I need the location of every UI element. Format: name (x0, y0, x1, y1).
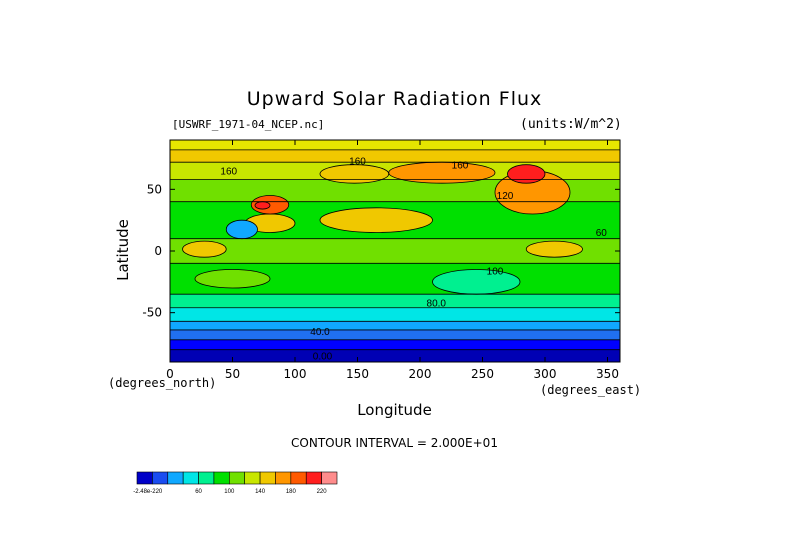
heatmap-patch (388, 161, 496, 184)
heatmap-patch (507, 164, 546, 184)
x-tick-label: 250 (471, 367, 494, 381)
contour-interval-text: CONTOUR INTERVAL = 2.000E+01 (291, 436, 498, 450)
colorbar-swatch (198, 471, 215, 485)
heatmap-band (170, 140, 620, 150)
x-tick-label: 200 (409, 367, 432, 381)
heatmap-band (170, 349, 620, 362)
heatmap-patch (225, 219, 258, 240)
colorbar-swatch (152, 471, 169, 485)
y-tick-label: -50 (142, 306, 162, 320)
contour-label: 120 (497, 191, 514, 202)
units-label: (units:W/m^2) (520, 117, 622, 132)
colorbar-swatch (136, 471, 153, 485)
colorbar-swatch (321, 471, 338, 485)
contour-label: 160 (349, 157, 366, 168)
source-file-label: [USWRF_1971-04_NCEP.nc] (172, 118, 325, 131)
y-axis-units: (degrees_north) (108, 376, 217, 390)
x-tick-label: 300 (534, 367, 557, 381)
x-tick-label: 350 (596, 367, 619, 381)
x-tick-label: 100 (284, 367, 307, 381)
y-tick-label: 50 (147, 182, 162, 196)
x-tick-label: 150 (346, 367, 369, 381)
colorbar-swatch (229, 471, 245, 485)
heatmap-band (170, 321, 620, 330)
colorbar-swatch (244, 471, 261, 485)
colorbar-swatch (290, 471, 307, 485)
colorbar-swatch (275, 471, 292, 485)
heatmap-patch (182, 240, 227, 258)
x-tick-label: 0 (166, 367, 174, 381)
colorbar-tick-label: 180 (286, 489, 297, 495)
colorbar-swatch (182, 471, 199, 485)
colorbar-tick-label: -2.48e-220 (133, 489, 163, 495)
heatmap-patch (194, 269, 271, 289)
colorbar-swatch (167, 471, 184, 485)
heatmap-band (170, 149, 620, 163)
colorbar-tick-label: 220 (317, 489, 328, 495)
contour-label: 160 (452, 160, 469, 171)
heatmap-band (170, 294, 620, 308)
contour-label: 100 (487, 266, 504, 277)
heatmap-band (170, 307, 620, 322)
heatmap-band (170, 329, 620, 340)
contour-label: 0.00 (313, 352, 333, 363)
heatmap-patch (525, 240, 583, 258)
contour-label: 40.0 (310, 327, 330, 338)
contour-label: 60 (596, 228, 608, 239)
x-axis-units: (degrees_east) (540, 383, 642, 397)
heatmap-patch (319, 207, 433, 233)
colorbar-tick-label: 140 (255, 489, 266, 495)
colorbar-swatch (305, 471, 322, 485)
heatmap-patch (432, 269, 521, 295)
contour-label: 160 (220, 167, 237, 178)
x-axis-label: Longitude (357, 401, 432, 419)
colorbar-tick-label: 60 (195, 489, 202, 495)
chart-title: Upward Solar Radiation Flux (246, 88, 543, 110)
heatmap-band (170, 339, 620, 350)
contour-label: 80.0 (427, 299, 447, 310)
x-tick-label: 50 (225, 367, 240, 381)
heatmap-patch (254, 201, 271, 210)
colorbar-tick-label: 100 (224, 489, 235, 495)
colorbar-swatch (213, 471, 230, 485)
y-tick-label: 0 (154, 244, 162, 258)
colorbar-swatch (259, 471, 276, 485)
